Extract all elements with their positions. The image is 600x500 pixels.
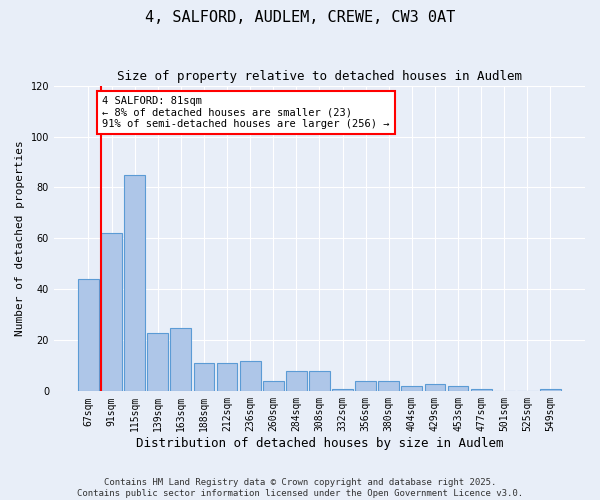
Bar: [124, 174, 145, 392]
Bar: [78, 279, 99, 392]
Bar: [240, 361, 260, 392]
Bar: [448, 386, 469, 392]
Bar: [425, 384, 445, 392]
Bar: [148, 332, 168, 392]
Bar: [471, 389, 491, 392]
Y-axis label: Number of detached properties: Number of detached properties: [15, 140, 25, 336]
Bar: [332, 389, 353, 392]
Text: 4, SALFORD, AUDLEM, CREWE, CW3 0AT: 4, SALFORD, AUDLEM, CREWE, CW3 0AT: [145, 10, 455, 25]
Bar: [379, 381, 399, 392]
Bar: [355, 381, 376, 392]
Bar: [263, 381, 284, 392]
Title: Size of property relative to detached houses in Audlem: Size of property relative to detached ho…: [117, 70, 522, 83]
Bar: [101, 234, 122, 392]
Bar: [286, 371, 307, 392]
X-axis label: Distribution of detached houses by size in Audlem: Distribution of detached houses by size …: [136, 437, 503, 450]
Bar: [194, 364, 214, 392]
Bar: [401, 386, 422, 392]
Text: Contains HM Land Registry data © Crown copyright and database right 2025.
Contai: Contains HM Land Registry data © Crown c…: [77, 478, 523, 498]
Bar: [540, 389, 561, 392]
Bar: [217, 364, 238, 392]
Bar: [309, 371, 330, 392]
Text: 4 SALFORD: 81sqm
← 8% of detached houses are smaller (23)
91% of semi-detached h: 4 SALFORD: 81sqm ← 8% of detached houses…: [102, 96, 389, 129]
Bar: [170, 328, 191, 392]
